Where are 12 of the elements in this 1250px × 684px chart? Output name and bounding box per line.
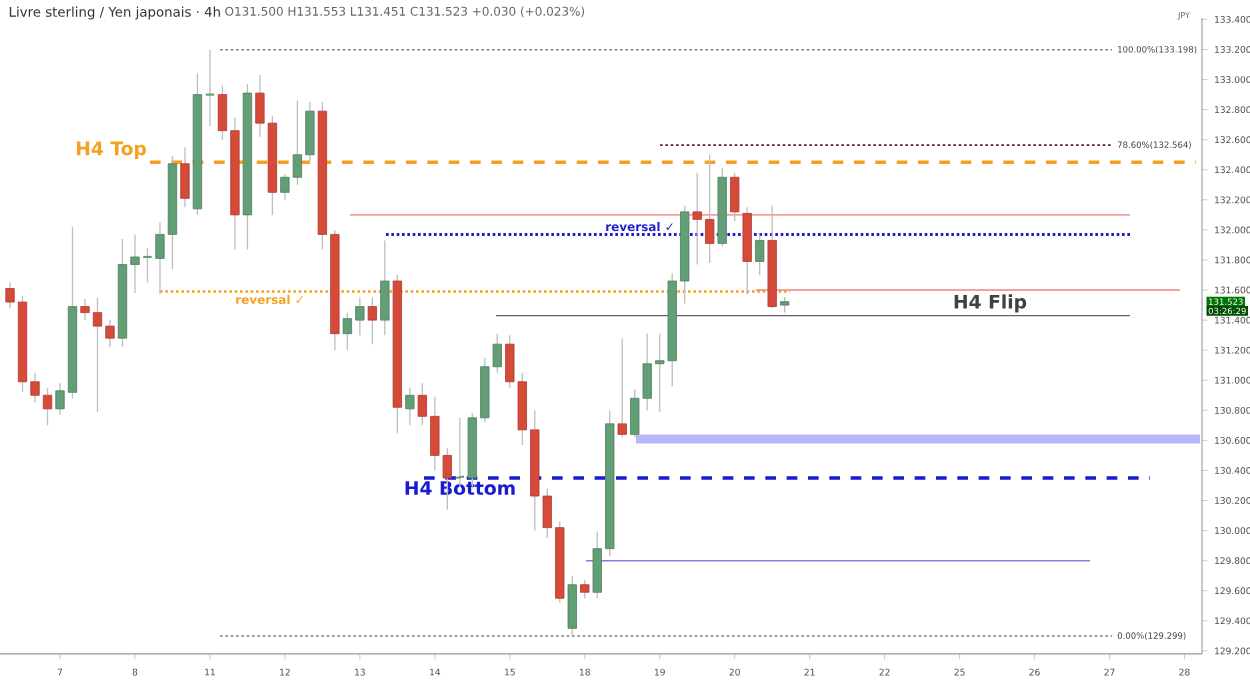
ref-line-label: H4 Bottom [405,481,515,496]
candlestick [617,337,627,439]
candlestick [405,387,415,427]
candlestick [580,579,590,599]
candlestick [730,172,740,222]
ref-line-label: H4 Top [76,141,146,160]
candlestick [755,233,765,276]
ref-line-label: H4 Flip [954,294,1027,313]
candlestick [567,575,577,637]
candlestick [367,296,377,345]
candlestick [380,239,390,336]
candlestick [180,146,190,209]
